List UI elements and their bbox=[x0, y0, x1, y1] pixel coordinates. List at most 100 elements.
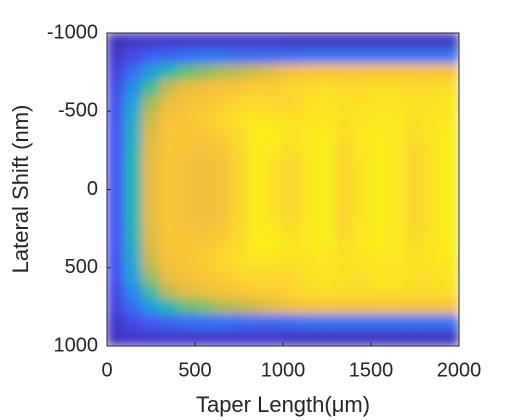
heatmap-cell bbox=[159, 33, 178, 50]
heatmap-cell bbox=[335, 189, 354, 206]
heatmap-cell bbox=[300, 220, 319, 237]
heatmap-cell bbox=[388, 157, 407, 175]
heatmap-cell bbox=[405, 314, 425, 331]
heatmap-cell bbox=[194, 95, 214, 112]
heatmap-cell bbox=[282, 329, 302, 346]
heatmap-cell bbox=[194, 220, 214, 237]
heatmap-cell bbox=[194, 157, 214, 175]
heatmap-cell bbox=[141, 251, 161, 269]
heatmap-cell bbox=[124, 298, 143, 316]
heatmap-cell bbox=[141, 126, 161, 144]
heatmap-cell bbox=[352, 173, 372, 190]
y-tick-label: 500 bbox=[65, 256, 98, 278]
heatmap-cell bbox=[247, 204, 266, 222]
heatmap-cell bbox=[317, 235, 337, 253]
heatmap-cell bbox=[229, 173, 249, 190]
heatmap-cell bbox=[440, 110, 459, 128]
heatmap-cell bbox=[247, 48, 266, 65]
heatmap-cell bbox=[405, 235, 425, 253]
heatmap-cell bbox=[194, 63, 214, 81]
heatmap-cell bbox=[317, 298, 337, 316]
heatmap-cell bbox=[423, 251, 442, 269]
heatmap-cell bbox=[352, 189, 372, 206]
heatmap-cell bbox=[159, 173, 178, 190]
heatmap-cell bbox=[124, 235, 143, 253]
heatmap-cell bbox=[405, 189, 425, 206]
heatmap-cell bbox=[141, 329, 161, 346]
heatmap-cell bbox=[264, 95, 284, 112]
heatmap-cell bbox=[335, 173, 354, 190]
heatmap-cell bbox=[229, 251, 249, 269]
heatmap-cell bbox=[141, 79, 161, 97]
heatmap-cell bbox=[352, 282, 372, 300]
heatmap-cell bbox=[229, 314, 249, 331]
heatmap-cell bbox=[335, 329, 354, 346]
heatmap-cell bbox=[282, 79, 302, 97]
x-tick-label: 1000 bbox=[261, 359, 306, 381]
heatmap-cell bbox=[440, 189, 459, 206]
heatmap-cell bbox=[300, 63, 319, 81]
heatmap-cell bbox=[124, 251, 143, 269]
heatmap-cell bbox=[194, 282, 214, 300]
heatmap-cell bbox=[159, 79, 178, 97]
heatmap-cell bbox=[300, 298, 319, 316]
heatmap-cell bbox=[388, 48, 407, 65]
heatmap-cell bbox=[176, 110, 196, 128]
heatmap-cell bbox=[159, 142, 178, 159]
heatmap-cell bbox=[388, 235, 407, 253]
heatmap-cell bbox=[370, 267, 390, 284]
heatmap-cell bbox=[282, 189, 302, 206]
heatmap-cell bbox=[212, 282, 231, 300]
heatmap-cell bbox=[282, 204, 302, 222]
heatmap-cell bbox=[352, 298, 372, 316]
heatmap-cell bbox=[247, 251, 266, 269]
heatmap-cell bbox=[264, 251, 284, 269]
heatmap-cell bbox=[352, 95, 372, 112]
heatmap-cell bbox=[124, 95, 143, 112]
heatmap-cell bbox=[141, 235, 161, 253]
heatmap-cell bbox=[141, 204, 161, 222]
heatmap-cell bbox=[335, 298, 354, 316]
heatmap-cell bbox=[264, 48, 284, 65]
heatmap-cell bbox=[212, 126, 231, 144]
heatmap-cell bbox=[141, 63, 161, 81]
heatmap-cell bbox=[423, 48, 442, 65]
heatmap-cell bbox=[282, 95, 302, 112]
heatmap-cell bbox=[229, 282, 249, 300]
heatmap-cell bbox=[335, 314, 354, 331]
heatmap-cells bbox=[107, 33, 459, 346]
heatmap-cell bbox=[107, 298, 126, 316]
heatmap-cell bbox=[159, 204, 178, 222]
heatmap-cell bbox=[423, 126, 442, 144]
heatmap-cell bbox=[141, 142, 161, 159]
heatmap-cell bbox=[212, 79, 231, 97]
heatmap-cell bbox=[247, 314, 266, 331]
heatmap-cell bbox=[388, 189, 407, 206]
heatmap-cell bbox=[440, 314, 459, 331]
heatmap-cell bbox=[141, 173, 161, 190]
heatmap-cell bbox=[352, 267, 372, 284]
heatmap-cell bbox=[352, 126, 372, 144]
heatmap-cell bbox=[352, 157, 372, 175]
heatmap-cell bbox=[229, 157, 249, 175]
heatmap-cell bbox=[229, 79, 249, 97]
heatmap-cell bbox=[124, 329, 143, 346]
heatmap-cell bbox=[176, 79, 196, 97]
heatmap-cell bbox=[124, 142, 143, 159]
heatmap-cell bbox=[440, 79, 459, 97]
heatmap-cell bbox=[370, 298, 390, 316]
axes: 0 500 1000 1500 2000 -1000 -500 0 500 1000 bbox=[47, 21, 481, 381]
heatmap-cell bbox=[335, 157, 354, 175]
heatmap-cell bbox=[300, 173, 319, 190]
heatmap-cell bbox=[370, 126, 390, 144]
heatmap-cell bbox=[388, 314, 407, 331]
heatmap-cell bbox=[194, 298, 214, 316]
heatmap-cell bbox=[212, 142, 231, 159]
heatmap-cell bbox=[176, 189, 196, 206]
heatmap-cell bbox=[194, 110, 214, 128]
heatmap-cell bbox=[176, 157, 196, 175]
x-axis-label: Taper Length(μm) bbox=[196, 392, 370, 417]
x-tick-label: 0 bbox=[101, 359, 112, 381]
heatmap-cell bbox=[440, 298, 459, 316]
heatmap-cell bbox=[124, 110, 143, 128]
